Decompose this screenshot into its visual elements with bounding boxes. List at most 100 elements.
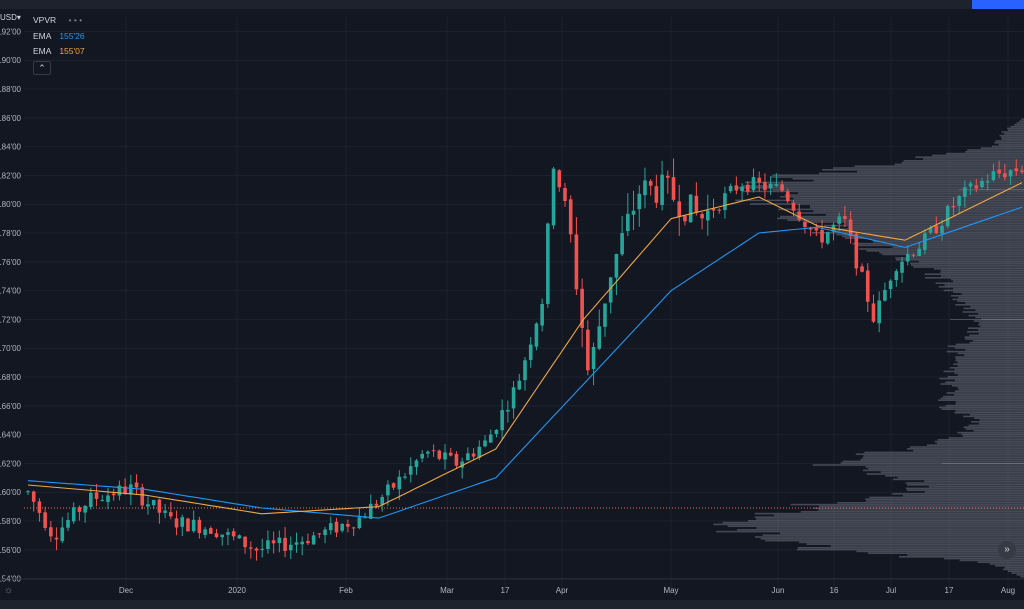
candle-body — [706, 210, 710, 221]
volume-profile-bar — [995, 140, 1024, 142]
volume-profile-bar — [950, 278, 1024, 281]
volume-profile-bar — [742, 185, 1024, 187]
volume-profile-bar — [965, 428, 1024, 430]
volume-profile-bar — [950, 367, 1024, 369]
candle-body — [368, 503, 373, 519]
publish-button[interactable] — [972, 0, 1024, 9]
chart-background — [0, 9, 1024, 600]
candle-body — [260, 548, 265, 550]
volume-profile-bar — [810, 205, 1024, 207]
candle-body — [723, 193, 727, 211]
volume-profile-bar — [1021, 118, 1024, 121]
price-chart[interactable]: 154'00156'00158'00160'00162'00164'00166'… — [0, 9, 1024, 600]
volume-profile-bar — [860, 458, 1024, 461]
volume-profile-bar — [943, 370, 1024, 373]
candle-body — [814, 228, 819, 231]
legend-ema-2[interactable]: EMA 155'07 — [33, 46, 85, 56]
volume-profile-bar — [953, 291, 1024, 293]
volume-profile-bar — [970, 305, 1024, 308]
gear-icon[interactable]: ☼ — [4, 585, 14, 596]
candle-body — [311, 535, 316, 545]
volume-profile-bar — [813, 179, 1024, 182]
candle-body — [123, 486, 127, 494]
candle-body — [957, 195, 961, 207]
volume-profile-bar — [1007, 570, 1024, 572]
candle-body — [928, 227, 933, 233]
candle-body — [825, 232, 830, 244]
candle-body — [597, 326, 602, 349]
volume-profile-bar — [955, 359, 1024, 362]
candle-body — [586, 329, 590, 371]
volume-profile-bar — [975, 309, 1024, 311]
price-tick-label: 186'00 — [0, 114, 22, 123]
candle-body — [683, 215, 687, 222]
volume-profile-bar — [854, 165, 1024, 167]
candle-body — [226, 532, 230, 535]
volume-profile-bar — [797, 547, 1024, 549]
time-tick-label: Aug — [1001, 586, 1015, 595]
legend-ema-1[interactable]: EMA 155'26 — [33, 31, 85, 41]
candle-body — [980, 180, 984, 187]
volume-profile-bar — [969, 334, 1024, 337]
time-tick-label: Dec — [119, 586, 133, 595]
volume-profile-bar — [957, 431, 1024, 434]
candle-body — [277, 537, 282, 544]
candle-body — [945, 206, 950, 227]
candle-body — [494, 429, 499, 435]
chevron-up-icon[interactable]: ⌃ — [33, 61, 51, 75]
volume-profile-bar — [978, 323, 1024, 326]
volume-profile-bar — [962, 311, 1024, 313]
candle-body — [1014, 168, 1019, 172]
time-axis[interactable]: Dec 2020 Feb Mar 17 Apr May Jun 16 Jul 17 Aug — [0, 578, 1024, 595]
volume-profile-bar — [806, 221, 1024, 223]
candle-body — [157, 499, 162, 513]
volume-profile-bar — [965, 302, 1024, 304]
volume-profile-bar — [1004, 133, 1024, 135]
legend-vpvr[interactable]: VPVR • • • — [33, 15, 82, 25]
volume-profile-bar — [906, 489, 1024, 491]
currency-selector[interactable]: USD▾ — [0, 13, 21, 22]
candle-body — [454, 453, 459, 466]
time-tick-label: Jul — [886, 586, 896, 595]
volume-profile-bar — [978, 422, 1024, 425]
volume-profile-bar — [953, 363, 1024, 365]
volume-profile-bar — [795, 212, 1024, 214]
volume-profile-bar — [1004, 566, 1024, 569]
volume-profile-bar — [955, 356, 1024, 358]
volume-profile-bar — [872, 241, 1024, 243]
candle-body — [1008, 170, 1013, 177]
candle-body — [837, 216, 841, 224]
volume-profile-bar — [964, 354, 1024, 356]
candle-body — [694, 195, 699, 213]
double-chevron-right-icon[interactable]: » — [998, 541, 1016, 559]
price-tick-label: 160'00 — [0, 488, 22, 497]
volume-profile-bar — [777, 217, 1024, 220]
volume-profile-bar — [964, 336, 1024, 338]
volume-profile-bar — [965, 349, 1024, 351]
volume-profile-bar — [892, 478, 1024, 481]
volume-profile-bar — [913, 266, 1024, 268]
candle-body — [883, 290, 887, 301]
candle-body — [568, 199, 573, 235]
volume-profile-bar — [907, 255, 1024, 257]
candle-body — [334, 521, 339, 533]
volume-profile-bar — [857, 170, 1024, 173]
volume-profile-bar — [940, 271, 1024, 274]
candle-body — [894, 271, 899, 280]
volume-profile-bar — [963, 426, 1024, 428]
candle-body — [974, 185, 979, 189]
volume-profile-bar — [866, 250, 1024, 252]
volume-profile-bar — [951, 385, 1024, 387]
volume-profile-bar — [995, 565, 1024, 567]
candle-body — [140, 487, 145, 506]
volume-profile-bar — [836, 233, 1024, 236]
volume-profile-bar — [880, 471, 1024, 473]
candle-body — [854, 233, 859, 269]
volume-profile-bar — [939, 406, 1024, 409]
volume-profile-bar — [778, 208, 1024, 211]
ema-slow-line — [27, 206, 1023, 519]
candle-body — [323, 529, 327, 536]
volume-profile-bar — [957, 361, 1024, 364]
volume-profile-bar — [910, 446, 1024, 448]
candle-body — [643, 180, 647, 196]
